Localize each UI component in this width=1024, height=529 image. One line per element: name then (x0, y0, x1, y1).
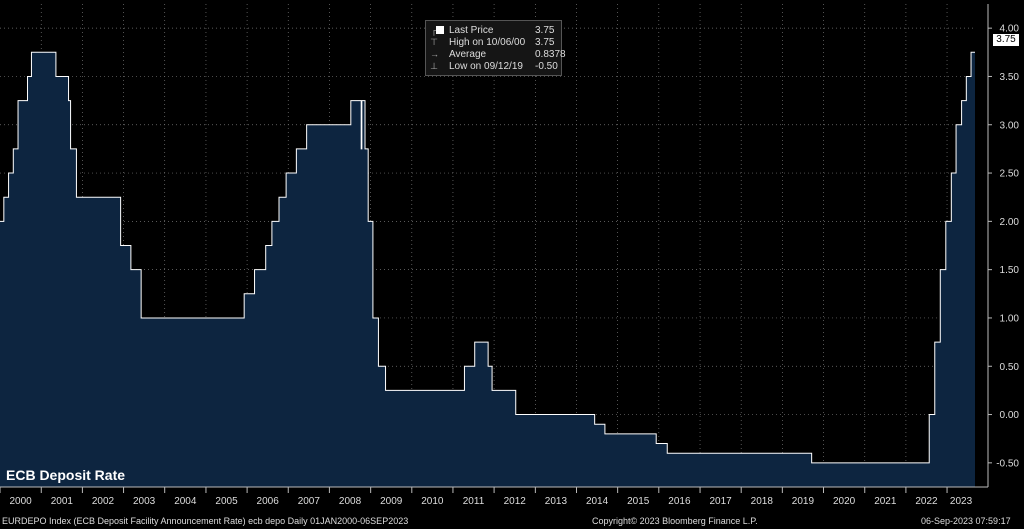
x-tick-label: 2022 (915, 496, 938, 507)
y-tick-label: 3.50 (1000, 72, 1020, 83)
x-tick-label: 2008 (339, 496, 362, 507)
last-value-badge: 3.75 (993, 34, 1019, 46)
x-tick-label: 2018 (751, 496, 774, 507)
x-tick-label: 2002 (92, 496, 115, 507)
legend-row-low: ⊥ Low on 09/12/19 -0.50 (426, 61, 561, 72)
legend-label: High on 10/06/00 (449, 37, 526, 48)
x-tick-label: 2016 (668, 496, 691, 507)
legend-label: Last Price (449, 25, 494, 36)
x-tick-label: 2021 (874, 496, 897, 507)
x-tick-label: 2006 (257, 496, 280, 507)
x-tick-label: 2007 (298, 496, 321, 507)
chart-legend: ┌ Last Price 3.75 ⊤ High on 10/06/00 3.7… (425, 20, 566, 76)
y-tick-label: 1.50 (1000, 265, 1020, 276)
high-marker-icon: ⊤ (430, 37, 438, 47)
average-marker-icon: → (430, 49, 439, 59)
series-line-ecb-deposit-rate (0, 51, 975, 464)
y-tick-label: 0.50 (1000, 362, 1020, 373)
y-tick-label: 3.00 (1000, 120, 1020, 131)
footer-timestamp: 06-Sep-2023 07:59:17 (921, 516, 1011, 526)
legend-value: 3.75 (535, 37, 555, 48)
y-tick-label: -0.50 (996, 458, 1019, 469)
x-tick-label: 2001 (51, 496, 74, 507)
legend-value: 3.75 (535, 25, 555, 36)
x-tick-label: 2009 (380, 496, 403, 507)
x-tick-label: 2020 (833, 496, 856, 507)
legend-label: Average (449, 49, 487, 60)
white-square-icon (436, 26, 444, 34)
y-tick-label: 2.50 (1000, 169, 1020, 180)
x-tick-label: 2011 (463, 496, 485, 507)
low-marker-icon: ⊥ (430, 61, 438, 71)
legend-row-high: ⊤ High on 10/06/00 3.75 (426, 37, 561, 48)
y-tick-label: 2.00 (1000, 217, 1020, 228)
y-tick-label: 1.00 (1000, 313, 1020, 324)
chart-title: ECB Deposit Rate (6, 467, 126, 483)
legend-value: -0.50 (535, 61, 558, 72)
x-tick-label: 2019 (792, 496, 815, 507)
legend-bracket-icon: ┌ (430, 25, 438, 35)
x-tick-label: 2023 (950, 496, 973, 507)
series-area-ecb-deposit-rate (0, 52, 975, 488)
x-tick-label: 2013 (545, 496, 568, 507)
footer-security-description: EURDEPO Index (ECB Deposit Facility Anno… (2, 516, 409, 526)
x-tick-label: 2003 (133, 496, 156, 507)
x-tick-label: 2017 (710, 496, 733, 507)
x-tick-label: 2000 (10, 496, 33, 507)
y-tick-label: 0.00 (1000, 410, 1020, 421)
x-tick-label: 2014 (586, 496, 609, 507)
legend-value: 0.8378 (535, 49, 566, 60)
legend-label: Low on 09/12/19 (449, 61, 523, 72)
legend-row-last-price: ┌ Last Price 3.75 (426, 25, 561, 36)
footer-copyright: Copyright© 2023 Bloomberg Finance L.P. (592, 516, 758, 526)
x-tick-label: 2010 (421, 496, 444, 507)
x-tick-label: 2015 (627, 496, 650, 507)
x-tick-label: 2012 (504, 496, 527, 507)
x-tick-label: 2005 (215, 496, 238, 507)
y-tick-label: 4.00 (1000, 24, 1020, 35)
x-tick-label: 2004 (174, 496, 197, 507)
legend-row-average: → Average 0.8378 (426, 49, 566, 60)
